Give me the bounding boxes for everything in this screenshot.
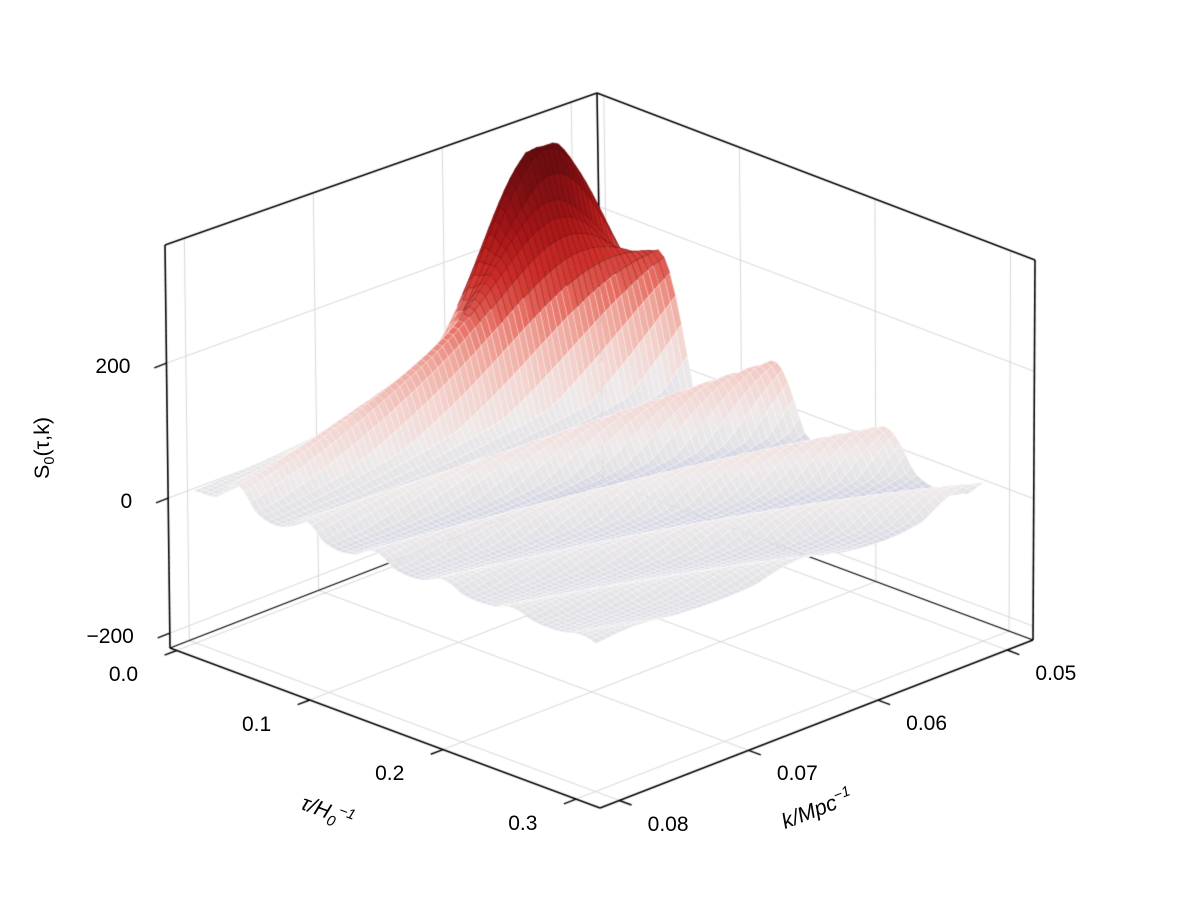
tau-tick-label: 0.2 xyxy=(375,762,405,786)
k-tick-label: 0.08 xyxy=(647,812,689,836)
k-tick-label: 0.05 xyxy=(1035,662,1077,686)
z-axis-title: S0(τ,k) xyxy=(29,416,59,480)
z-tick-label: −200 xyxy=(86,625,134,649)
z-tick-label: 200 xyxy=(95,355,131,379)
tau-tick-label: 0.0 xyxy=(108,663,139,687)
k-tick-label: 0.06 xyxy=(906,712,948,736)
k-tick-label: 0.07 xyxy=(776,762,818,786)
tau-tick-label: 0.1 xyxy=(241,712,272,736)
z-tick-label: 0 xyxy=(120,490,133,514)
tau-tick-label: 0.3 xyxy=(508,811,538,835)
